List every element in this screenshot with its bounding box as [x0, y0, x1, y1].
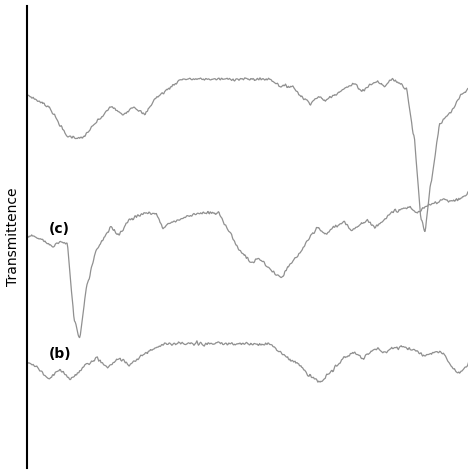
Text: (c): (c) — [49, 222, 70, 237]
Y-axis label: Transmittence: Transmittence — [6, 188, 19, 286]
Text: (b): (b) — [49, 347, 71, 361]
